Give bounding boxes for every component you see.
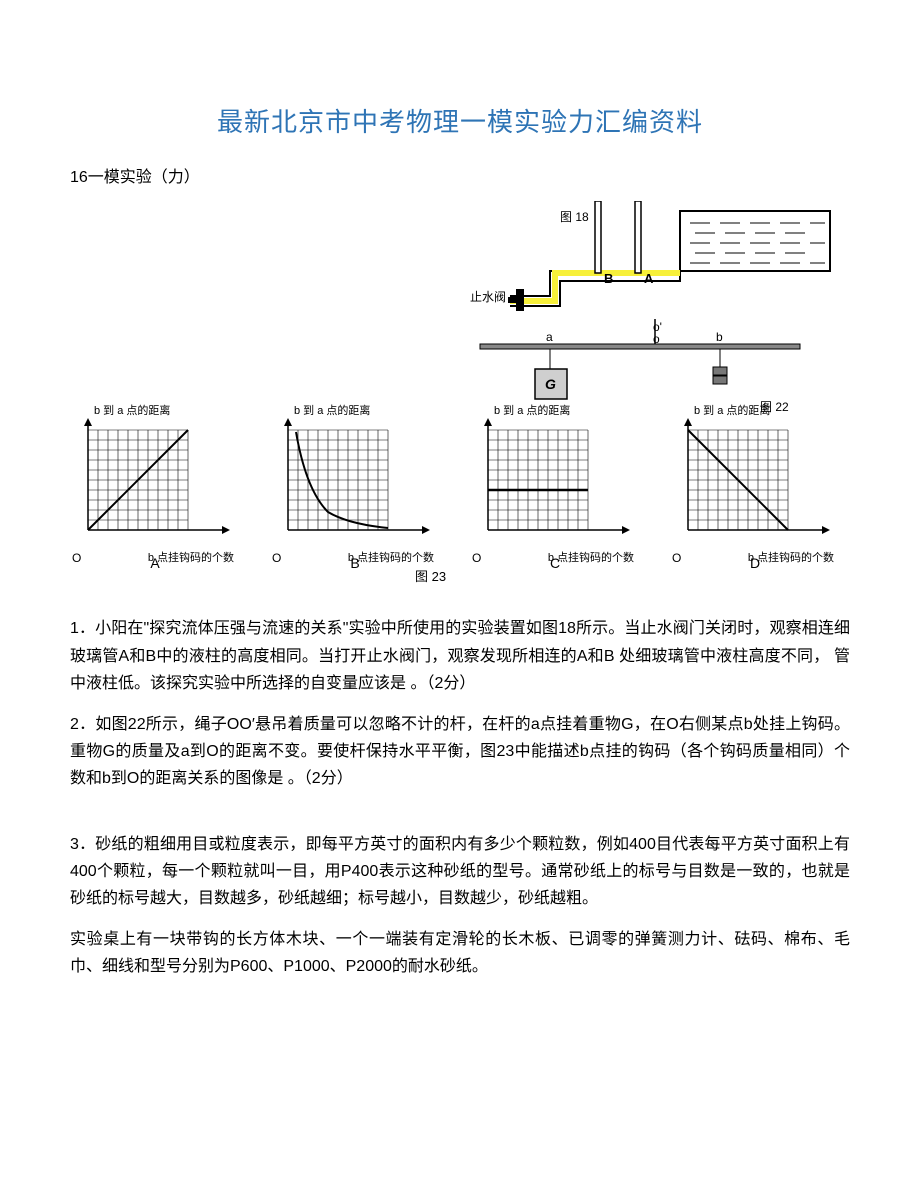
chart-xlabel: b 点挂钩码的个数 (348, 549, 434, 568)
chart-d: b 到 a 点的距离 O b 点挂钩码的个数 D (670, 406, 840, 576)
chart-xlabel: b 点挂钩码的个数 (548, 549, 634, 568)
chart-origin: O (72, 548, 81, 568)
chart-origin: O (672, 548, 681, 568)
chart-origin: O (472, 548, 481, 568)
chart-ylabel: b 到 a 点的距离 (94, 402, 170, 421)
charts-row: b 到 a 点的距离 O b 点挂钩码的 (70, 406, 840, 576)
svg-text:o: o (653, 332, 660, 346)
chart-xlabel: b 点挂钩码的个数 (748, 549, 834, 568)
question-1: 1．小阳在"探究流体压强与流速的关系"实验中所使用的实验装置如图18所示。当止水… (70, 615, 850, 697)
chart-ylabel: b 到 a 点的距离 (294, 402, 370, 421)
chart-xlabel: b 点挂钩码的个数 (148, 549, 234, 568)
svg-text:B: B (604, 271, 613, 286)
svg-text:a: a (546, 330, 553, 344)
fig18-svg: 图 18 A B 止水阀 (460, 201, 840, 321)
fig22-svg: G a o' o b 图 22 (460, 319, 840, 414)
fig18-label: 图 18 (560, 210, 589, 224)
svg-text:止水阀: 止水阀 (470, 290, 506, 304)
chart-origin: O (272, 548, 281, 568)
svg-text:b: b (716, 330, 723, 344)
chart-ylabel: b 到 a 点的距离 (694, 402, 770, 421)
chart-b: b 到 a 点的距离 O b 点挂钩码的个数 B (270, 406, 440, 576)
page-title: 最新北京市中考物理一模实验力汇编资料 (70, 100, 850, 144)
subtitle: 16一模实验（力） (70, 164, 850, 191)
svg-text:G: G (545, 376, 556, 392)
svg-text:A: A (644, 271, 654, 286)
question-3: 3．砂纸的粗细用目或粒度表示，即每平方英寸的面积内有多少个颗粒数，例如400目代… (70, 831, 850, 913)
chart-ylabel: b 到 a 点的距离 (494, 402, 570, 421)
chart-a: b 到 a 点的距离 O b 点挂钩码的 (70, 406, 240, 576)
fig23-label: 图 23 (415, 566, 446, 588)
question-3b: 实验桌上有一块带钩的长方体木块、一个一端装有定滑轮的长木板、已调零的弹簧测力计、… (70, 926, 850, 980)
figure-18: 图 18 A B 止水阀 (460, 201, 840, 330)
chart-c: b 到 a 点的距离 O b 点挂钩码的个数 C (470, 406, 640, 576)
figures-area: 图 18 A B 止水阀 G a o' o b 图 22 (70, 201, 850, 501)
question-2: 2．如图22所示，绳子OO′悬吊着质量可以忽略不计的杆，在杆的a点挂着重物G，在… (70, 711, 850, 793)
